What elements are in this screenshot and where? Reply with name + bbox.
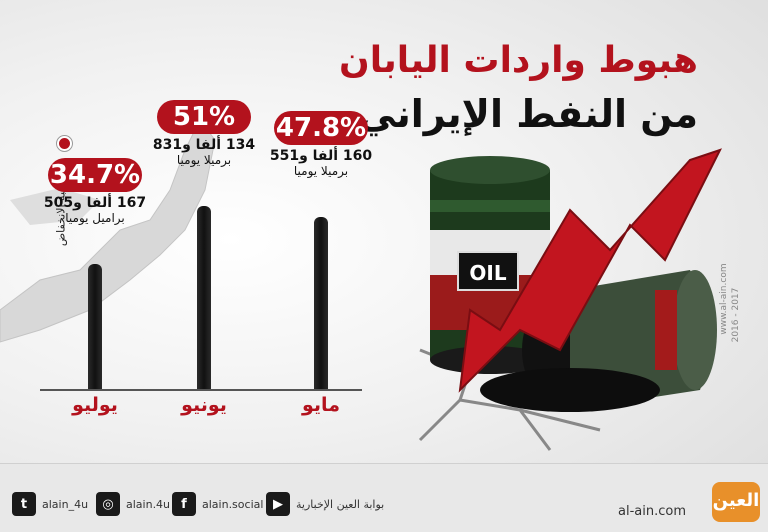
- percent-label-1: 51%: [157, 100, 251, 134]
- volume-label-0: 167 ألفا و505 براميل يوميا: [40, 196, 150, 226]
- youtube-icon: ▶: [266, 492, 290, 516]
- volume-line-1: 160 ألفا و551: [269, 148, 373, 165]
- percent-label-0: 34.7%: [48, 158, 142, 193]
- al-ain-logo: العين: [712, 482, 760, 522]
- volume-label-1: 134 ألفا و831 برميلا يوميا: [149, 138, 259, 168]
- youtube-link[interactable]: ▶ بوابة العين الإخبارية: [266, 492, 384, 516]
- youtube-channel: بوابة العين الإخبارية: [296, 497, 385, 511]
- bar-2: [314, 217, 328, 389]
- barrel-label: OIL: [469, 261, 506, 285]
- twitter-icon: t: [12, 492, 36, 516]
- watermark-years: 2016 - 2017: [731, 287, 741, 343]
- title-line-1: هبوط واردات اليابان: [339, 40, 698, 81]
- x-tick-label-1: يونيو: [181, 394, 227, 416]
- title-line-2: من النفط الإيراني: [358, 92, 698, 136]
- x-tick-label-0: يوليو: [72, 394, 118, 416]
- watermark: www.al-ain.com 2016 - 2017: [716, 252, 741, 372]
- instagram-icon: ◎: [96, 492, 120, 516]
- oil-barrels-illustration: OIL: [418, 148, 722, 451]
- volume-line-1: 167 ألفا و505: [43, 195, 147, 212]
- volume-label-2: 160 ألفا و551 برميلا يوميا: [266, 149, 376, 179]
- volume-line-2: براميل يوميا: [65, 211, 125, 226]
- volume-line-2: برميلا يوميا: [293, 164, 349, 179]
- legend-dot-icon: [57, 136, 72, 151]
- facebook-link[interactable]: f alain.social: [172, 492, 263, 516]
- watermark-site: www.al-ain.com: [719, 263, 729, 335]
- footer: [0, 463, 768, 532]
- twitter-link[interactable]: t alain_4u: [12, 492, 88, 516]
- facebook-handle: alain.social: [202, 497, 264, 511]
- volume-line-1: 134 ألفا و831: [152, 137, 256, 153]
- japan-map-background: [0, 119, 216, 343]
- x-tick-label-2: مايو: [302, 394, 340, 416]
- bar-1: [197, 206, 211, 389]
- facebook-icon: f: [172, 492, 196, 516]
- x-axis-line: [40, 389, 362, 391]
- percent-label-2: 47.8%: [274, 111, 368, 146]
- instagram-link[interactable]: ◎ alain.4u: [96, 492, 170, 516]
- volume-line-2: برميلا يوميا: [176, 153, 232, 167]
- instagram-handle: alain.4u: [126, 497, 171, 511]
- twitter-handle: alain_4u: [42, 497, 89, 511]
- legend: نسبة الانخفاض: [52, 132, 72, 272]
- bar-0: [88, 264, 102, 389]
- footer-site[interactable]: al-ain.com: [618, 504, 686, 519]
